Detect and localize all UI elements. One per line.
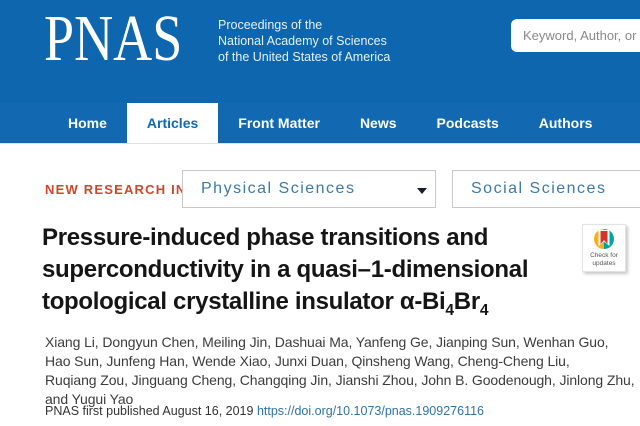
tagline-line: Proceedings of the — [218, 18, 323, 32]
publish-date: PNAS first published August 16, 2019 — [45, 404, 257, 418]
nav-item-authors[interactable]: Authors — [538, 115, 593, 131]
main-nav: Home Articles Front Matter News Podcasts… — [0, 103, 640, 143]
social-sciences-dropdown[interactable]: Social Sciences — [452, 170, 640, 208]
nav-item-news[interactable]: News — [359, 115, 397, 131]
nav-item-articles[interactable]: Articles — [126, 103, 219, 143]
new-research-row: NEW RESEARCH IN Physical Sciences Social… — [45, 170, 640, 208]
dropdown-value: Physical Sciences — [201, 180, 356, 197]
dropdown-value: Social Sciences — [471, 180, 607, 197]
doi-link[interactable]: https://doi.org/10.1073/pnas.1909276116 — [256, 404, 484, 418]
author-list: Xiang Li, Dongyun Chen, Meiling Jin, Das… — [45, 333, 640, 409]
crossmark-badge[interactable]: Check for updates — [582, 224, 626, 272]
tagline-line: National Academy of Sciences — [218, 34, 387, 48]
author-line: Xiang Li, Dongyun Chen, Meiling Jin, Das… — [45, 334, 609, 350]
nav-item-podcasts[interactable]: Podcasts — [436, 115, 499, 131]
pnas-logo[interactable]: PNAS — [44, 2, 183, 75]
crossmark-label-line: Check for — [590, 252, 618, 259]
new-research-label: NEW RESEARCH IN — [45, 181, 187, 197]
physical-sciences-dropdown[interactable]: Physical Sciences — [182, 170, 436, 208]
tagline-line: of the United States of America — [218, 50, 391, 64]
author-line: Hao Sun, Junfeng Han, Wende Xiao, Junxi … — [45, 353, 570, 369]
bookmark-icon — [600, 231, 608, 244]
author-line: Ruqiang Zou, Jinguang Cheng, Changqing J… — [45, 372, 635, 388]
nav-item-home[interactable]: Home — [68, 115, 107, 131]
chevron-down-icon — [417, 188, 427, 194]
crossmark-label: Check for updates — [590, 252, 618, 267]
site-header: PNAS Proceedings of the National Academy… — [0, 0, 640, 103]
author-line: and Yugui Yao — [45, 391, 134, 407]
article-title: Pressure-induced phase transitions and su… — [42, 224, 529, 319]
crossmark-label-line: updates — [592, 259, 616, 267]
publish-date-line: PNAS first published August 16, 2019 htt… — [45, 404, 484, 418]
nav-item-front-matter[interactable]: Front Matter — [238, 115, 320, 131]
journal-tagline: Proceedings of the National Academy of S… — [218, 17, 390, 65]
search-input[interactable] — [511, 19, 640, 52]
crossmark-icon — [594, 229, 614, 249]
